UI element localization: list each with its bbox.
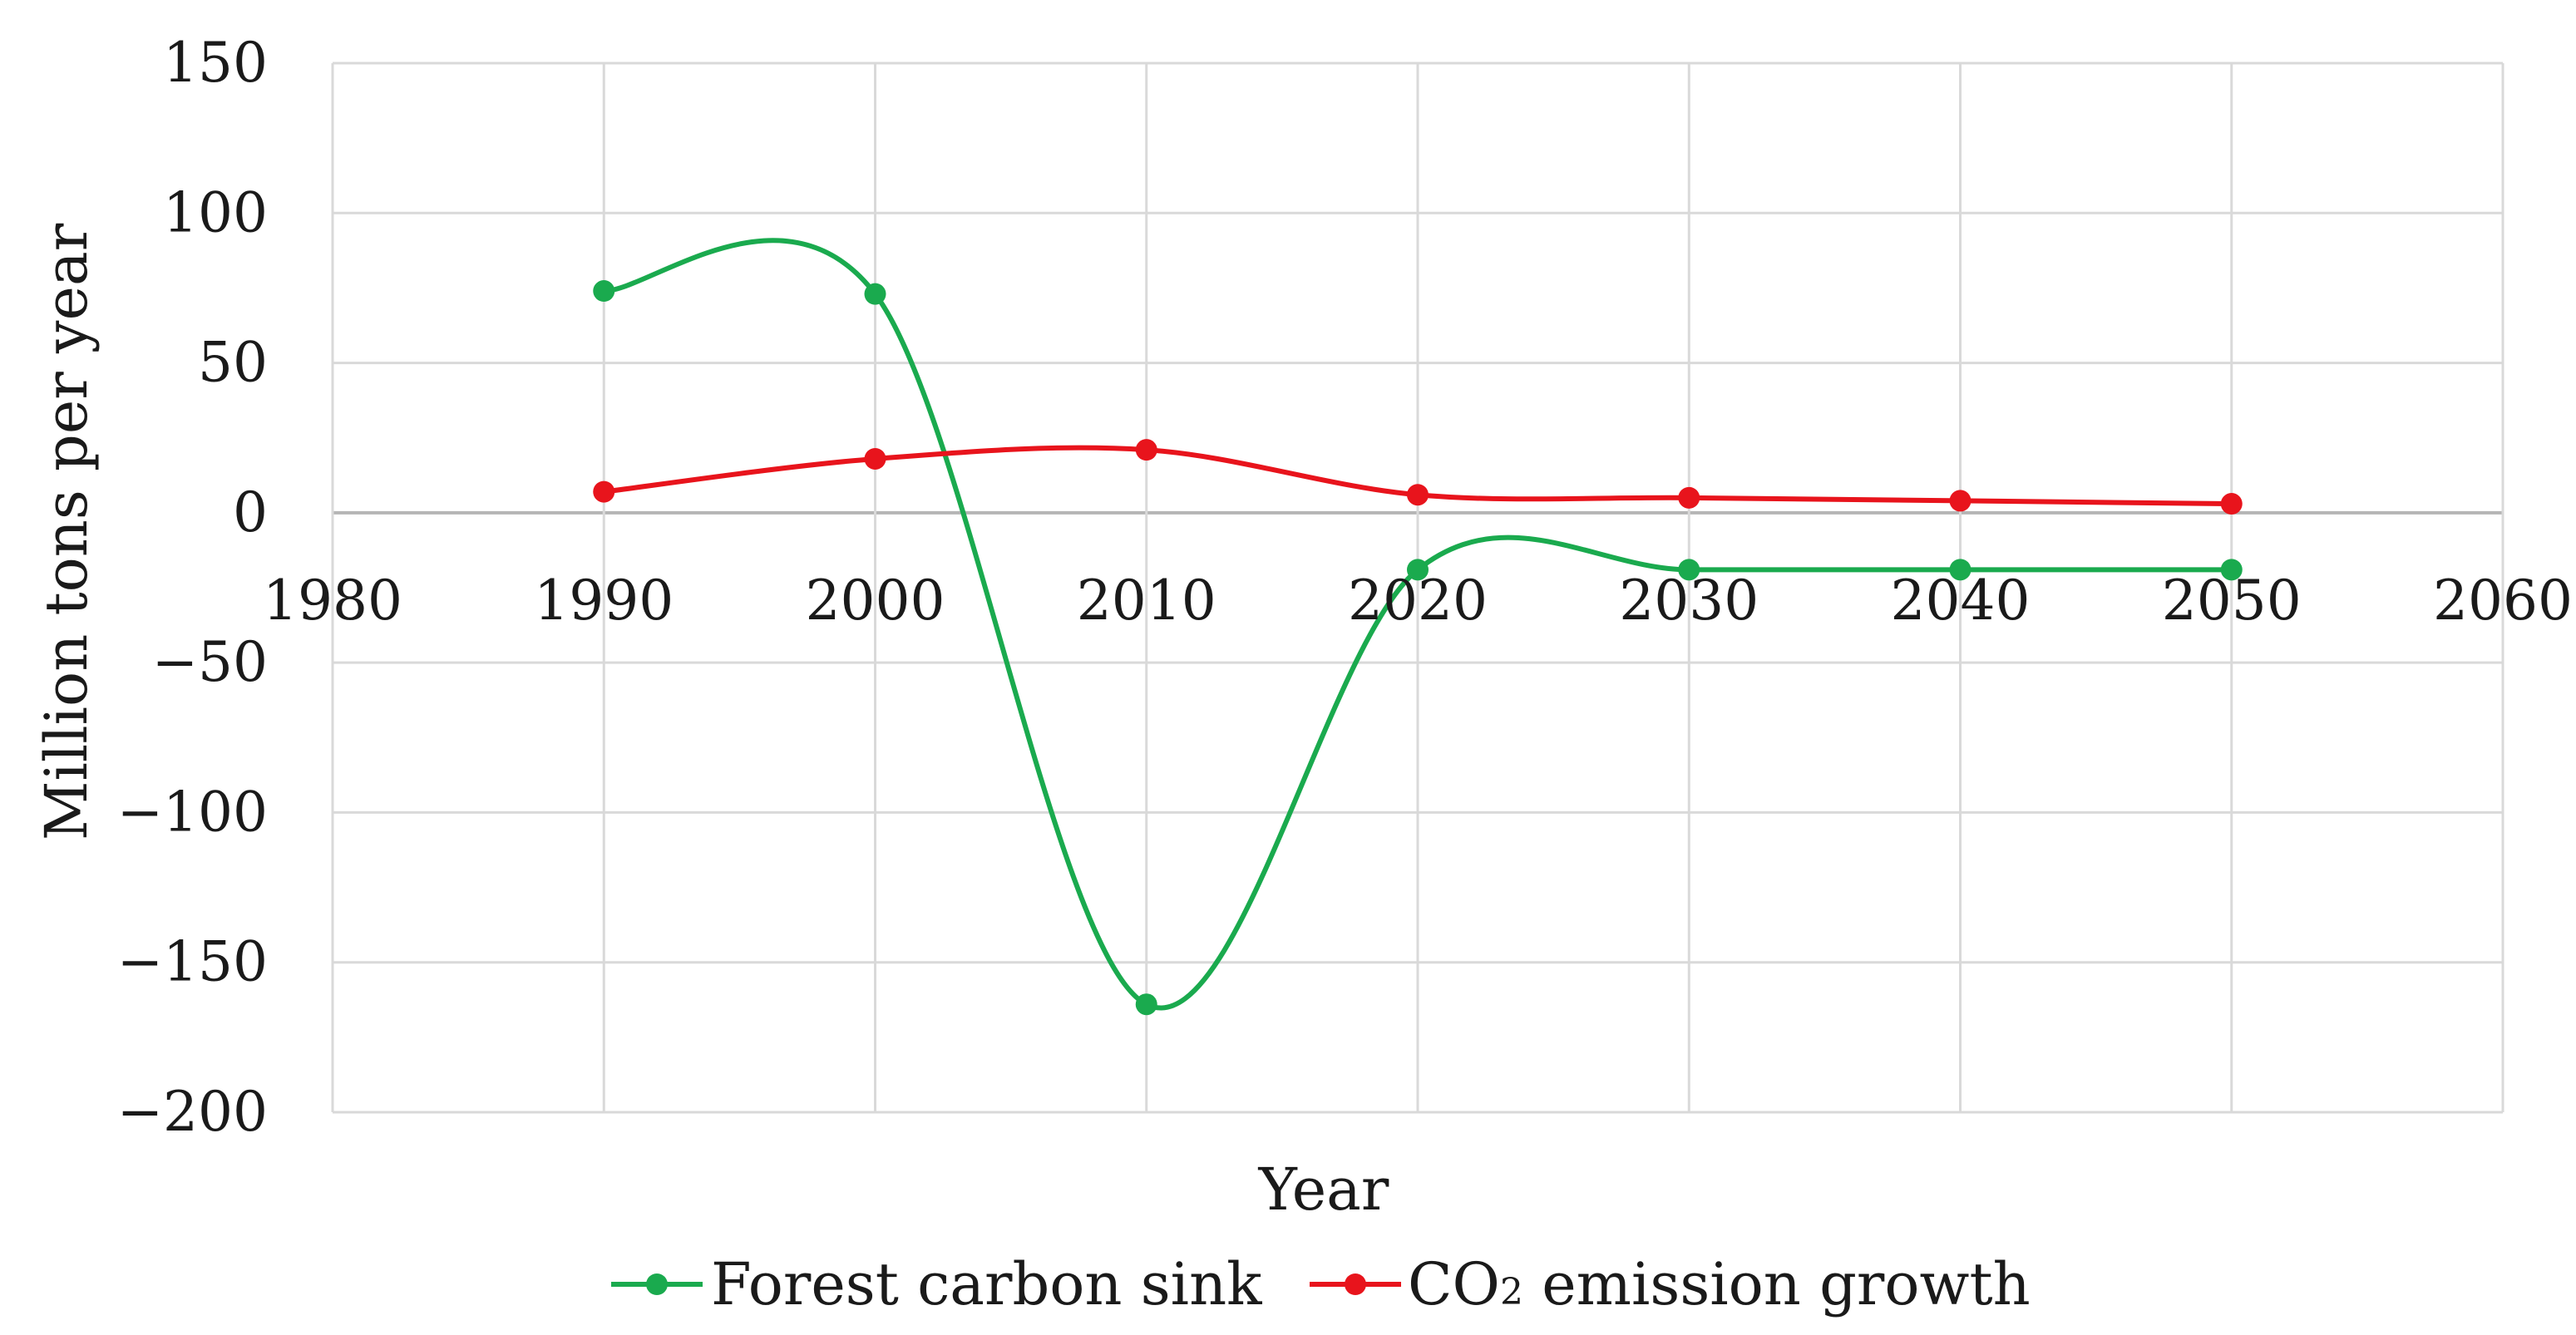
x-axis-title: Year	[1258, 1155, 1389, 1224]
data-point-co2-emission-growth-2010	[1135, 439, 1157, 461]
data-point-co2-emission-growth-2000	[864, 447, 886, 470]
x-axis-ticks: 1980 1990 2000 2010 2020 2030 2040 2050 2060	[263, 569, 2573, 633]
legend-label-forest: Forest carbon sink	[711, 1250, 1262, 1318]
data-point-forest-carbon-sink-2030	[1678, 559, 1700, 581]
data-point-forest-carbon-sink-2050	[2220, 559, 2243, 581]
y-tick-label-3: 0	[233, 480, 268, 544]
legend-item-forest-carbon-sink: Forest carbon sink	[611, 1250, 1262, 1318]
grid	[331, 62, 2504, 1114]
data-point-co2-emission-growth-2050	[2220, 493, 2243, 515]
data-point-forest-carbon-sink-1990	[593, 280, 615, 303]
legend-marker-co2	[1345, 1273, 1366, 1295]
x-tick-label-0: 1980	[263, 569, 402, 633]
legend: Forest carbon sink CO2 emission growth	[611, 1250, 2031, 1318]
legend-item-co2-emission-growth: CO2 emission growth	[1310, 1250, 2031, 1318]
x-tick-label-4: 2020	[1348, 569, 1488, 633]
data-point-forest-carbon-sink-2040	[1949, 559, 1971, 581]
series-group	[593, 238, 2243, 1016]
x-tick-label-3: 2010	[1077, 569, 1216, 633]
y-tick-label-4: −50	[152, 630, 268, 694]
y-tick-label-2: 50	[198, 331, 268, 395]
x-tick-label-1: 1990	[534, 569, 674, 633]
y-tick-label-0: 150	[163, 31, 268, 95]
y-tick-label-5: −100	[117, 780, 268, 844]
data-point-forest-carbon-sink-2010	[1135, 993, 1157, 1016]
data-point-co2-emission-growth-1990	[593, 480, 615, 503]
legend-label-co2-main: CO	[1408, 1250, 1500, 1318]
y-tick-label-1: 100	[163, 180, 268, 244]
legend-marker-forest	[646, 1273, 668, 1295]
data-point-co2-emission-growth-2040	[1949, 490, 1971, 512]
y-tick-label-7: −200	[117, 1080, 268, 1144]
y-axis-ticks: 150 100 50 0 −50 −100 −150 −200	[117, 31, 268, 1144]
x-tick-label-8: 2060	[2433, 569, 2573, 633]
x-tick-label-7: 2050	[2162, 569, 2302, 633]
y-tick-label-6: −150	[117, 930, 268, 994]
series-forest-carbon-sink	[593, 238, 2243, 1016]
legend-label-co2-subscript: 2	[1500, 1271, 1523, 1313]
data-point-co2-emission-growth-2020	[1407, 484, 1429, 506]
data-point-forest-carbon-sink-2020	[1407, 559, 1429, 581]
legend-label-co2: CO2 emission growth	[1408, 1250, 2031, 1318]
y-axis-title: Million tons per year	[32, 223, 101, 840]
data-point-co2-emission-growth-2030	[1678, 486, 1700, 509]
series-co2-emission-growth	[593, 439, 2243, 515]
x-tick-label-6: 2040	[1891, 569, 2031, 633]
x-tick-label-5: 2030	[1619, 569, 1759, 633]
x-tick-label-2: 2000	[806, 569, 945, 633]
legend-label-co2-rest: emission growth	[1523, 1250, 2031, 1318]
data-point-forest-carbon-sink-2000	[864, 283, 886, 305]
